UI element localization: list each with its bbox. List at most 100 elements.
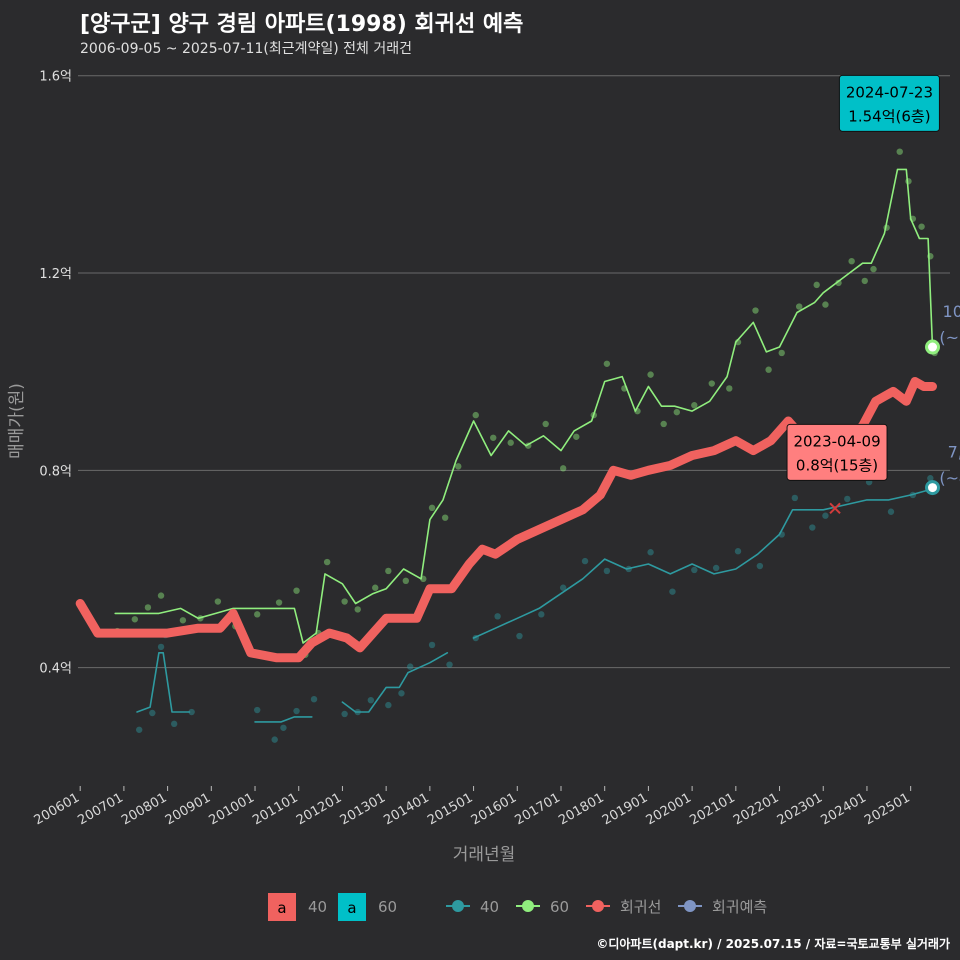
series-point-60 xyxy=(660,420,667,428)
series-point-60 xyxy=(778,349,785,357)
series-point-60 xyxy=(918,223,925,230)
series-point-60 xyxy=(573,433,580,440)
series-point-60 xyxy=(197,615,204,622)
series-point-40 xyxy=(669,588,676,595)
series-point-60 xyxy=(909,215,917,222)
series-line-40 xyxy=(254,716,313,723)
x-tick-label: 201501 xyxy=(425,790,475,828)
series-point-60 xyxy=(441,514,449,521)
x-tick-label: 202101 xyxy=(687,790,737,828)
series-point-60 xyxy=(835,279,842,287)
series-point-60 xyxy=(590,411,597,419)
chart-subtitle: 2006-09-05 ~ 2025-07-11(최근계약일) 전체 거래건 xyxy=(80,41,412,57)
series-point-60 xyxy=(765,366,772,373)
series-point-60 xyxy=(144,604,152,611)
series-point-40 xyxy=(293,707,300,715)
series-point-60 xyxy=(870,265,877,273)
x-tick-label: 201301 xyxy=(338,790,388,828)
x-tick-label: 200601 xyxy=(32,790,82,828)
series-point-40 xyxy=(559,584,567,591)
series-point-60 xyxy=(254,611,261,618)
end-point-60 xyxy=(925,339,941,355)
end-point-40 xyxy=(925,480,941,496)
y-tick-label: 1.2억 xyxy=(39,267,72,282)
series-point-40 xyxy=(691,566,698,574)
annotation-box xyxy=(786,423,888,481)
x-tick-label: 201201 xyxy=(294,790,344,828)
series-point-60 xyxy=(691,402,698,409)
series-point-40 xyxy=(494,613,501,620)
series-point-60 xyxy=(525,442,532,449)
series-point-60 xyxy=(455,463,462,470)
source-footer: ©디아파트(dapt.kr) / 2025.07.15 / 자료=국토교통부 실… xyxy=(596,937,950,951)
x-tick-label: 201601 xyxy=(469,790,519,828)
series-point-60 xyxy=(354,606,361,613)
series-point-60 xyxy=(883,224,890,231)
series-point-40 xyxy=(170,720,178,728)
annotation-2023-04-09: 2023-04-09 0.8억(15층) xyxy=(786,423,888,515)
x-tick-label: 201801 xyxy=(556,790,606,828)
series-point-40 xyxy=(809,524,816,531)
series-point-40 xyxy=(254,706,261,714)
series-point-40 xyxy=(927,475,934,482)
series-point-60 xyxy=(796,303,803,310)
series-point-60 xyxy=(905,178,912,185)
series-point-40 xyxy=(625,565,632,573)
series-point-60 xyxy=(726,385,733,392)
series-point-40 xyxy=(354,708,361,716)
series-point-40 xyxy=(581,557,589,565)
x-tick-label: 202201 xyxy=(731,790,781,828)
series-point-60 xyxy=(402,577,410,585)
series-point-60 xyxy=(927,253,934,260)
legend-label-회귀예측: 회귀예측 xyxy=(712,898,767,916)
series-point-40 xyxy=(428,641,436,649)
end-area-label: (~40㎡) xyxy=(939,469,960,488)
series-point-40 xyxy=(149,709,156,717)
chart-title: [양구군] 양구 경림 아파트(1998) 회귀선 예측 xyxy=(80,12,524,37)
series-point-60 xyxy=(293,587,300,594)
series-point-40 xyxy=(341,710,348,718)
x-tick-label: 202301 xyxy=(775,790,825,828)
series-line-60 xyxy=(114,168,934,644)
y-tick-label: 0.8억 xyxy=(39,464,72,479)
series-point-60 xyxy=(131,616,139,623)
series-point-60 xyxy=(179,617,187,624)
series-point-40 xyxy=(188,708,195,716)
legend-label-60: 60 xyxy=(378,898,397,916)
annotation-label: 1.54억(6층) xyxy=(848,107,930,125)
series-point-40 xyxy=(734,548,742,555)
series-point-60 xyxy=(559,465,567,472)
y-axis-title: 매매가(원) xyxy=(7,383,27,459)
annotation-label: 0.8억(15층) xyxy=(796,456,878,474)
legend-dot-회귀예측 xyxy=(684,900,696,912)
end-value-label: 10,500 xyxy=(943,302,960,321)
series-point-40 xyxy=(844,495,851,503)
series-point-40 xyxy=(280,724,287,731)
series-point-60 xyxy=(420,575,427,583)
series-point-40 xyxy=(887,508,895,515)
series-point-40 xyxy=(909,491,917,499)
series-point-40 xyxy=(135,726,143,733)
x-tick-label: 201401 xyxy=(381,790,431,828)
legend: a 40 a 60 40 60 회귀선 회귀예측 xyxy=(268,893,767,921)
series-point-60 xyxy=(813,281,820,289)
legend-label-회귀선: 회귀선 xyxy=(620,898,661,916)
legend-label-60: 60 xyxy=(550,898,569,916)
series-point-40 xyxy=(398,690,405,697)
x-tick-label: 201101 xyxy=(250,790,300,828)
series-point-40 xyxy=(367,696,375,704)
series-point-40 xyxy=(472,634,479,642)
series-line-40 xyxy=(472,489,929,639)
series-point-60 xyxy=(673,408,681,416)
annotation-date: 2024-07-23 xyxy=(846,83,933,101)
annotation-box xyxy=(838,74,940,132)
series-point-60 xyxy=(708,380,715,387)
series-point-60 xyxy=(157,592,165,599)
legend-swatch-letter: a xyxy=(277,899,286,917)
series-point-40 xyxy=(157,643,165,651)
x-tick-label: 202001 xyxy=(644,790,694,828)
series-point-60 xyxy=(275,599,283,606)
series-point-60 xyxy=(372,584,379,591)
annotation-date: 2023-04-09 xyxy=(793,432,880,450)
series-point-40 xyxy=(712,564,720,572)
